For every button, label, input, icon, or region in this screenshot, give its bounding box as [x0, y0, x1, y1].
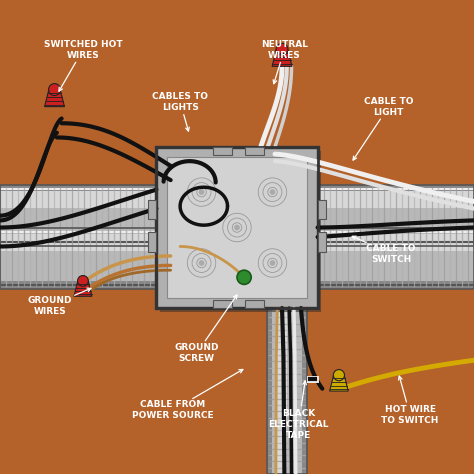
Text: CABLE TO
SWITCH: CABLE TO SWITCH	[352, 236, 416, 264]
Polygon shape	[45, 90, 64, 107]
Circle shape	[199, 260, 204, 266]
Text: NEUTRAL
WIRES: NEUTRAL WIRES	[261, 40, 308, 84]
Bar	[213, 300, 232, 308]
FancyBboxPatch shape	[0, 191, 474, 208]
Circle shape	[234, 225, 240, 230]
Text: CABLE FROM
POWER SOURCE: CABLE FROM POWER SOURCE	[132, 369, 243, 420]
FancyBboxPatch shape	[0, 192, 474, 239]
Text: CABLE TO
LIGHT: CABLE TO LIGHT	[353, 97, 413, 160]
Bar	[245, 300, 264, 308]
Text: CABLES TO
LIGHTS: CABLES TO LIGHTS	[152, 92, 208, 131]
FancyBboxPatch shape	[267, 299, 307, 474]
Bar	[318, 200, 326, 219]
Bar	[160, 151, 321, 312]
Polygon shape	[74, 281, 92, 296]
Text: SWITCHED HOT
WIRES: SWITCHED HOT WIRES	[44, 40, 122, 91]
Bar	[245, 147, 264, 155]
Text: HOT WIRE
TO SWITCH: HOT WIRE TO SWITCH	[381, 376, 439, 425]
Circle shape	[276, 43, 288, 55]
Polygon shape	[329, 375, 348, 391]
Text: GROUND
SCREW: GROUND SCREW	[174, 295, 237, 363]
Bar	[0, 185, 474, 246]
FancyBboxPatch shape	[0, 235, 474, 282]
Bar	[213, 147, 232, 155]
Text: GROUND
WIRES: GROUND WIRES	[27, 288, 91, 316]
Bar	[0, 228, 474, 289]
FancyBboxPatch shape	[0, 234, 474, 251]
Text: BLACK
ELECTRICAL
TAPE: BLACK ELECTRICAL TAPE	[268, 381, 329, 440]
FancyBboxPatch shape	[276, 299, 287, 474]
FancyBboxPatch shape	[0, 185, 474, 246]
FancyBboxPatch shape	[0, 228, 474, 289]
Circle shape	[78, 275, 88, 286]
Circle shape	[199, 189, 204, 195]
Circle shape	[237, 270, 251, 284]
Circle shape	[333, 370, 345, 381]
Circle shape	[270, 260, 275, 266]
Polygon shape	[272, 49, 292, 66]
Bar	[318, 232, 326, 252]
Circle shape	[48, 83, 61, 96]
Circle shape	[270, 189, 275, 195]
Bar	[148, 232, 156, 252]
Bar	[156, 147, 318, 308]
Bar	[148, 200, 156, 219]
FancyBboxPatch shape	[272, 299, 301, 474]
Bar	[267, 299, 307, 474]
Bar	[167, 157, 307, 298]
Bar	[156, 147, 318, 308]
